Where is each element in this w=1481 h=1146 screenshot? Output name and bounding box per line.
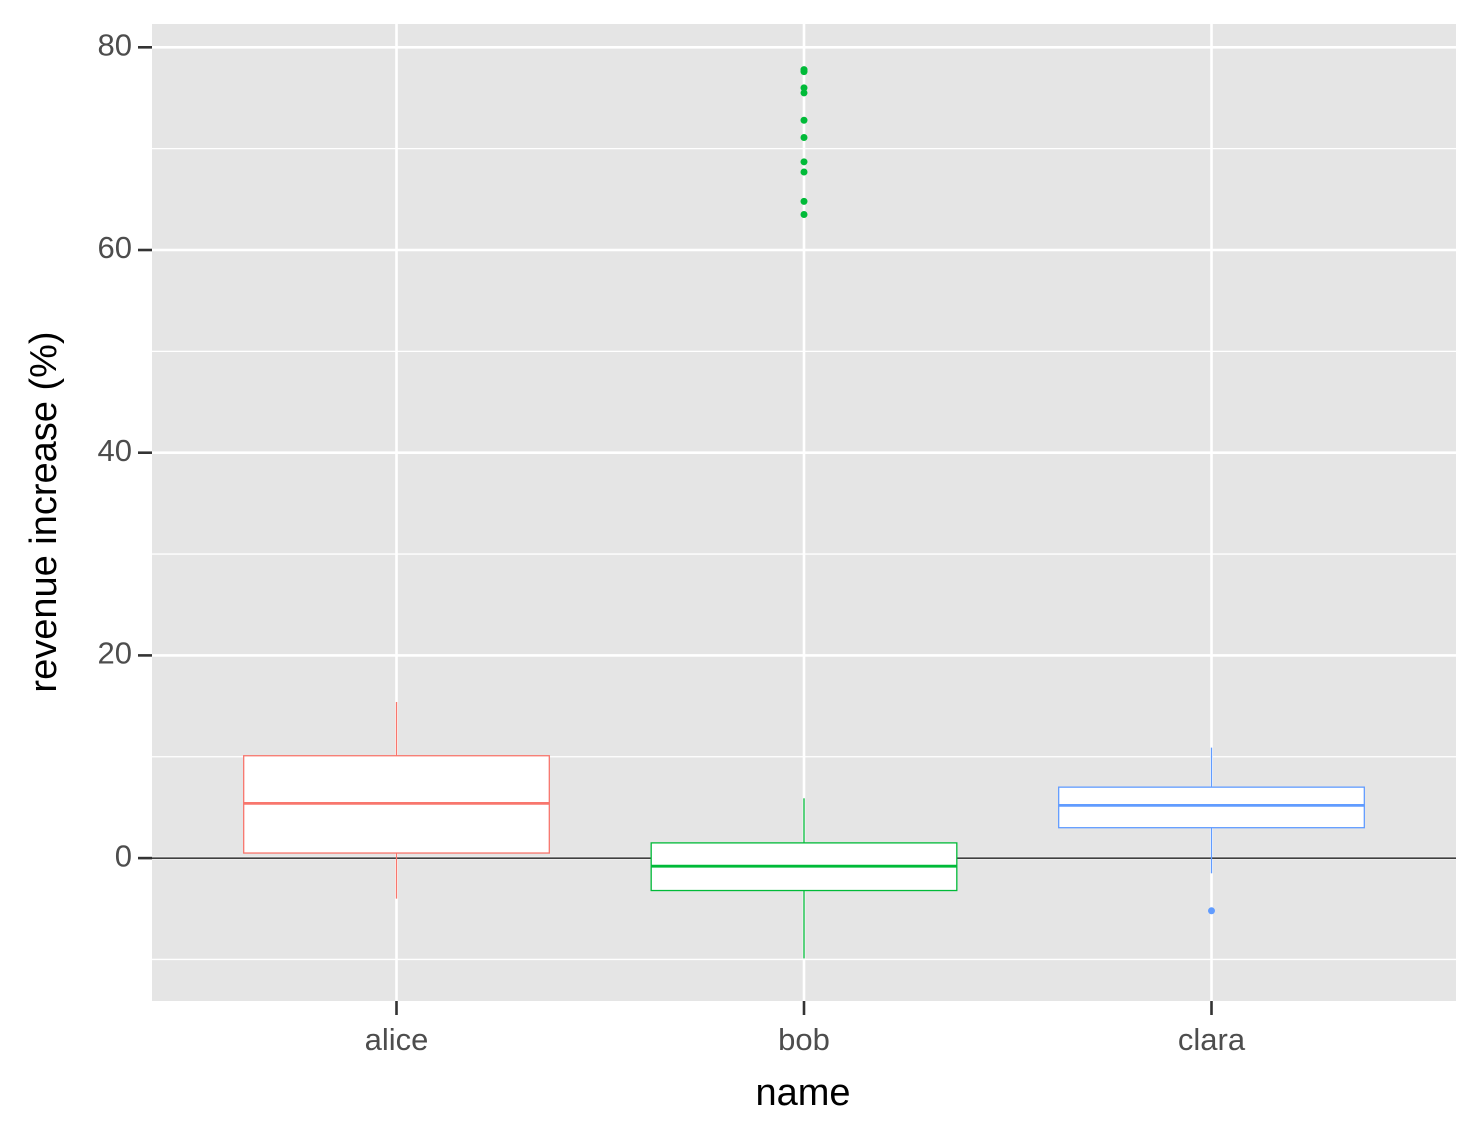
y-axis-title: revenue increase (%)	[23, 331, 65, 692]
outlier	[800, 197, 808, 205]
outlier	[800, 84, 808, 92]
outlier	[800, 211, 808, 219]
x-tick-label: alice	[365, 1022, 429, 1057]
x-tick-label: bob	[778, 1022, 830, 1057]
outlier	[800, 134, 808, 142]
outlier	[800, 89, 808, 97]
box	[1058, 786, 1365, 829]
y-tick-label: 80	[98, 27, 132, 62]
outlier	[800, 158, 808, 166]
outlier	[800, 68, 808, 76]
outlier	[800, 168, 808, 176]
y-tick-label: 20	[98, 636, 132, 671]
y-tick-label: 60	[98, 230, 132, 265]
y-tick-label: 40	[98, 433, 132, 468]
x-axis-title: name	[755, 1072, 850, 1114]
x-tick-label: clara	[1178, 1022, 1246, 1057]
outlier	[800, 116, 808, 124]
y-tick-label: 0	[115, 838, 132, 873]
outlier	[1208, 907, 1215, 915]
